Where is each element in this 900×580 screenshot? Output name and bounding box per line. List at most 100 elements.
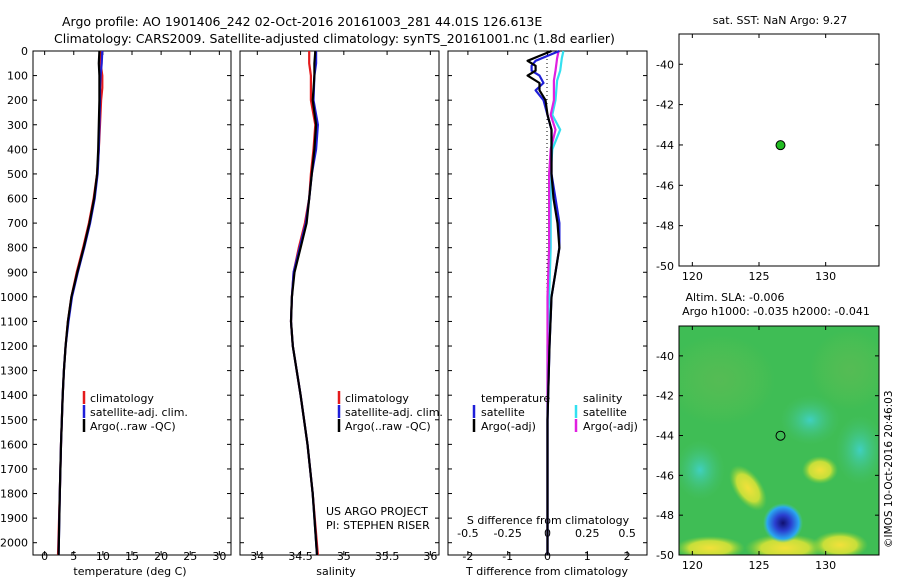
sst-map-title: sat. SST: NaN Argo: 9.27 bbox=[713, 14, 847, 27]
sla-map-field bbox=[679, 326, 879, 555]
temperature-tick-label: 30 bbox=[212, 550, 226, 563]
depth-tick-label: 1300 bbox=[0, 365, 28, 378]
salinity-tick-label: 35.5 bbox=[375, 550, 400, 563]
map-lon-label: 125 bbox=[749, 559, 770, 572]
sla-argo-marker bbox=[775, 430, 786, 441]
legend-title-temperature: temperature bbox=[481, 392, 550, 405]
figure-title-line2: Climatology: CARS2009. Satellite-adjuste… bbox=[54, 31, 615, 46]
map-lat-label: -40 bbox=[656, 350, 674, 363]
difference-xlabel: T difference from climatology bbox=[465, 565, 628, 578]
map-lat-label: -44 bbox=[656, 430, 674, 443]
legend-label-temp-satellite: satellite bbox=[481, 406, 525, 419]
legend-label-climatology: climatology bbox=[90, 392, 154, 405]
salinity-series-argo bbox=[289, 50, 319, 556]
legend-label-argo: Argo(..raw -QC) bbox=[90, 420, 176, 433]
map-lat-label: -42 bbox=[656, 99, 674, 112]
sla-map-frame bbox=[678, 325, 880, 556]
legend-label-satellite: satellite-adj. clim. bbox=[345, 406, 443, 419]
map-lat-label: -50 bbox=[656, 260, 674, 273]
difference-tick-label: 0 bbox=[544, 550, 551, 563]
legend-label-climatology: climatology bbox=[345, 392, 409, 405]
depth-tick-label: 700 bbox=[7, 217, 28, 230]
temperature-tick-label: 0 bbox=[41, 550, 48, 563]
temperature-x-axis: 0 5 10 15 20 25 30 bbox=[41, 51, 226, 563]
map-markers bbox=[775, 140, 786, 441]
figure-title-line1: Argo profile: AO 1901406_242 02-Oct-2016… bbox=[62, 14, 542, 29]
map-lon-label: 120 bbox=[682, 559, 703, 572]
salinity-x-axis: 34 34.5 35 35.5 36 bbox=[250, 51, 437, 563]
difference-tick-label: -2 bbox=[462, 550, 473, 563]
difference-x-axis: -2 -1 0 1 2 bbox=[462, 51, 631, 563]
salinity-xlabel: salinity bbox=[316, 565, 356, 578]
depth-tick-label: 800 bbox=[7, 242, 28, 255]
map-lon-label: 120 bbox=[682, 270, 703, 283]
temperature-series-argo bbox=[57, 50, 101, 556]
sla-map-axes: -40 -42 -44 -46 -48 -50 120 125 130 bbox=[656, 326, 879, 572]
legend-label-temp-argo: Argo(-adj) bbox=[481, 420, 536, 433]
map-lat-label: -40 bbox=[656, 58, 674, 71]
temperature-xlabel: temperature (deg C) bbox=[73, 565, 186, 578]
difference-top-tick-label: 0.5 bbox=[618, 527, 636, 540]
series-layer bbox=[56, 49, 565, 556]
salinity-tick-label: 36 bbox=[423, 550, 437, 563]
legend-label-argo: Argo(..raw -QC) bbox=[345, 420, 431, 433]
depth-tick-label: 200 bbox=[7, 94, 28, 107]
depth-tick-label: 300 bbox=[7, 119, 28, 132]
temperature-tick-label: 5 bbox=[70, 550, 77, 563]
temperature-tick-label: 15 bbox=[125, 550, 139, 563]
depth-tick-label: 100 bbox=[7, 70, 28, 83]
map-lat-label: -46 bbox=[656, 469, 674, 482]
salinity-tick-label: 35 bbox=[337, 550, 351, 563]
map-lon-label: 125 bbox=[749, 270, 770, 283]
map-lat-label: -46 bbox=[656, 179, 674, 192]
temperature-tick-label: 20 bbox=[154, 550, 168, 563]
depth-tick-label: 1700 bbox=[0, 463, 28, 476]
depth-tick-label: 900 bbox=[7, 266, 28, 279]
depth-tick-label: 1100 bbox=[0, 315, 28, 328]
depth-tick-label: 2000 bbox=[0, 537, 28, 550]
diff-temperature-argo bbox=[526, 49, 561, 555]
depth-tick-label: 1500 bbox=[0, 414, 28, 427]
difference-top-tick-label: -0.5 bbox=[457, 527, 478, 540]
difference-legend: temperature salinity satellite Argo(-adj… bbox=[472, 392, 638, 433]
temperature-tick-label: 25 bbox=[183, 550, 197, 563]
salinity-panel-frame bbox=[239, 50, 440, 556]
imos-stamp: ©IMOS 10-Oct-2016 20:46:03 bbox=[883, 390, 895, 548]
difference-tick-label: 2 bbox=[624, 550, 631, 563]
temperature-series-climatology bbox=[56, 51, 104, 556]
temperature-legend: climatology satellite-adj. clim. Argo(..… bbox=[82, 391, 188, 433]
map-lat-label: -42 bbox=[656, 390, 674, 403]
salinity-tick-label: 34.5 bbox=[288, 550, 313, 563]
depth-tick-label: 500 bbox=[7, 168, 28, 181]
salinity-tick-label: 34 bbox=[250, 550, 264, 563]
legend-title-salinity: salinity bbox=[583, 392, 623, 405]
depth-tick-label: 1800 bbox=[0, 488, 28, 501]
sst-map-frame bbox=[678, 33, 880, 267]
difference-tick-label: -1 bbox=[502, 550, 513, 563]
map-lat-label: -50 bbox=[656, 549, 674, 562]
map-lon-label: 130 bbox=[815, 270, 836, 283]
difference-tick-label: 1 bbox=[584, 550, 591, 563]
depth-tick-label: 1600 bbox=[0, 438, 28, 451]
map-lat-label: -48 bbox=[656, 220, 674, 233]
salinity-series-satellite-adj bbox=[289, 51, 319, 556]
depth-tick-label: 1000 bbox=[0, 291, 28, 304]
sst-argo-marker bbox=[775, 140, 786, 151]
sla-map-title-1: Altim. SLA: -0.006 bbox=[685, 291, 784, 304]
depth-axis: 0 100 200 300 400 500 600 700 800 900 1000 1100 1200… bbox=[0, 45, 647, 550]
difference-top-tick-label: 0.25 bbox=[575, 527, 600, 540]
depth-tick-label: 1900 bbox=[0, 512, 28, 525]
temperature-panel-frame bbox=[32, 50, 232, 556]
sst-map-axes: -40 -42 -44 -46 -48 -50 120 125 130 bbox=[656, 34, 879, 283]
depth-tick-label: 0 bbox=[21, 45, 28, 58]
temperature-series-satellite-adj bbox=[57, 50, 104, 556]
sla-map-title-2: Argo h1000: -0.035 h2000: -0.041 bbox=[682, 305, 870, 318]
map-lon-label: 130 bbox=[815, 559, 836, 572]
salinity-series-climatology bbox=[289, 51, 319, 556]
depth-tick-label: 1200 bbox=[0, 340, 28, 353]
map-lat-label: -48 bbox=[656, 509, 674, 522]
temperature-tick-label: 10 bbox=[96, 550, 110, 563]
legend-label-satellite: satellite-adj. clim. bbox=[90, 406, 188, 419]
legend-label-sal-argo: Argo(-adj) bbox=[583, 420, 638, 433]
